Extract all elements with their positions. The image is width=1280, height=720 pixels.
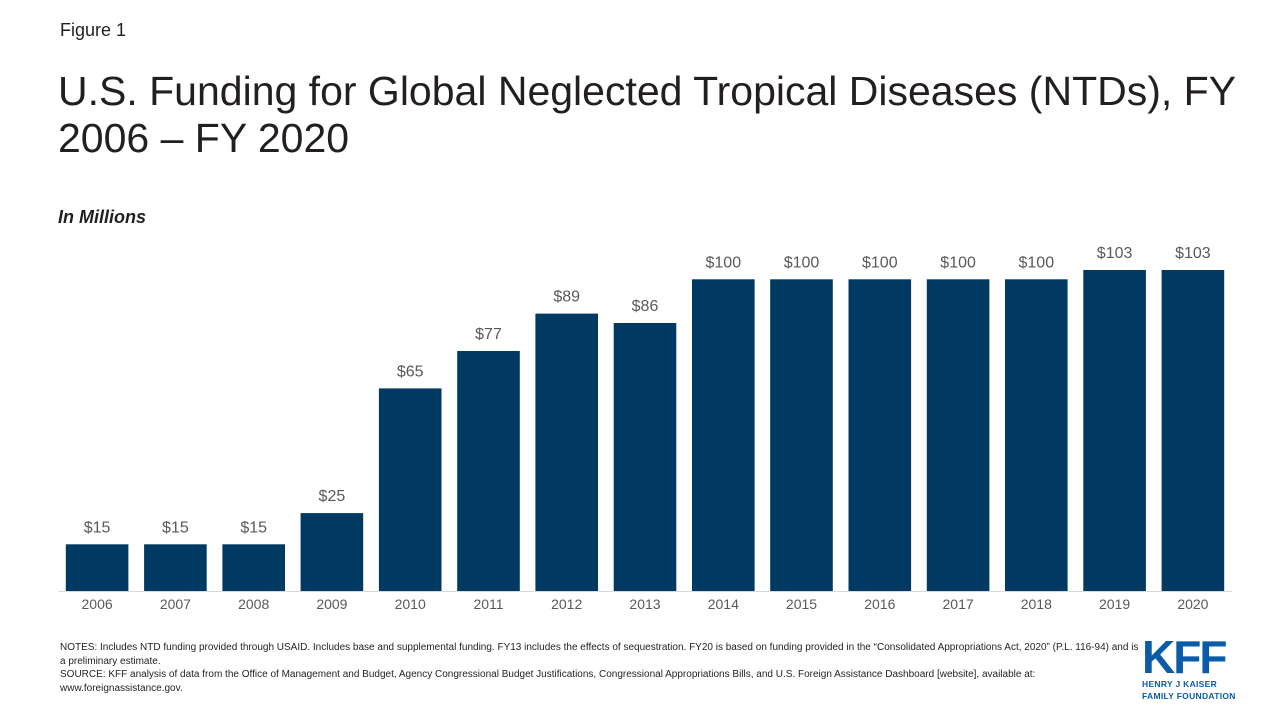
bar-2013: [613, 323, 677, 591]
bar-2008: [222, 544, 285, 591]
notes-block: NOTES: Includes NTD funding provided thr…: [60, 641, 1140, 695]
x-tick-2018: 2018: [1021, 596, 1052, 612]
x-tick-2014: 2014: [708, 596, 739, 612]
x-tick-2017: 2017: [943, 596, 974, 612]
bar-2009: [300, 513, 364, 591]
notes-text: NOTES: Includes NTD funding provided thr…: [60, 642, 1139, 667]
x-tick-2009: 2009: [316, 596, 347, 612]
data-label-2008: $15: [240, 519, 267, 536]
x-tick-2010: 2010: [395, 596, 426, 612]
data-label-2009: $25: [319, 488, 346, 505]
bar-2014: [692, 279, 755, 591]
bar-2010: [378, 388, 442, 591]
figure-label: Figure 1: [60, 20, 127, 40]
data-label-2006: $15: [84, 519, 111, 536]
data-label-2017: $100: [940, 254, 976, 271]
data-labels-group: $15 $15 $15 $25 $65 $77 $89 $86 $100 $100 $100 $100…: [84, 245, 1211, 536]
bar-2012: [535, 313, 598, 591]
bar-2018: [1005, 279, 1068, 591]
bar-2019: [1083, 270, 1146, 591]
bar-2017: [926, 279, 990, 591]
x-tick-2015: 2015: [786, 596, 817, 612]
data-label-2016: $100: [862, 254, 898, 271]
source-text: SOURCE: KFF analysis of data from the Of…: [60, 669, 1036, 694]
x-tick-labels-group: 2006 2007 2008 2009 2010 2011 2012 2013 2014 2015…: [82, 596, 1209, 612]
x-tick-2007: 2007: [160, 596, 191, 612]
data-label-2011: $77: [475, 326, 502, 343]
x-tick-2008: 2008: [238, 596, 269, 612]
x-tick-2012: 2012: [551, 596, 582, 612]
bar-2015: [770, 279, 833, 591]
x-tick-2020: 2020: [1177, 596, 1208, 612]
x-tick-2013: 2013: [629, 596, 660, 612]
data-label-2019: $103: [1097, 245, 1133, 262]
bar-2007: [144, 544, 207, 591]
data-label-2020: $103: [1175, 245, 1211, 262]
x-tick-2016: 2016: [864, 596, 895, 612]
kff-logo: KFF HENRY J KAISER FAMILY FOUNDATION: [1142, 631, 1238, 700]
x-tick-2006: 2006: [82, 596, 113, 612]
x-tick-2019: 2019: [1099, 596, 1130, 612]
data-label-2010: $65: [397, 363, 424, 380]
data-label-2018: $100: [1019, 254, 1055, 271]
bar-2020: [1161, 270, 1225, 591]
logo-line-1: HENRY J KAISER: [1142, 679, 1218, 689]
chart-title: U.S. Funding for Global Neglected Tropic…: [58, 68, 1236, 161]
data-label-2013: $86: [632, 298, 659, 315]
data-label-2015: $100: [784, 254, 820, 271]
bar-2011: [457, 351, 520, 591]
bar-2016: [848, 279, 912, 591]
data-label-2014: $100: [706, 254, 742, 271]
x-tick-2011: 2011: [473, 596, 503, 612]
bar-2006: [65, 544, 129, 591]
logo-mark: KFF: [1142, 631, 1227, 683]
logo-line-2: FAMILY FOUNDATION: [1142, 690, 1236, 701]
data-label-2012: $89: [553, 289, 580, 306]
bars-group: [65, 270, 1225, 591]
units-label: In Millions: [58, 207, 146, 227]
data-label-2007: $15: [162, 519, 189, 536]
